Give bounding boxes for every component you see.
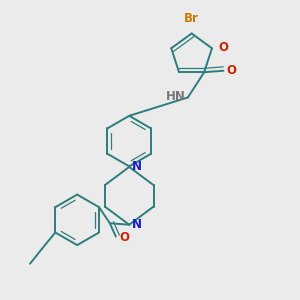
Text: HN: HN (166, 90, 185, 104)
Text: O: O (119, 231, 129, 244)
Text: O: O (218, 41, 229, 54)
Text: Br: Br (184, 12, 199, 25)
Text: N: N (132, 218, 142, 231)
Text: O: O (226, 64, 236, 77)
Text: N: N (132, 160, 142, 173)
